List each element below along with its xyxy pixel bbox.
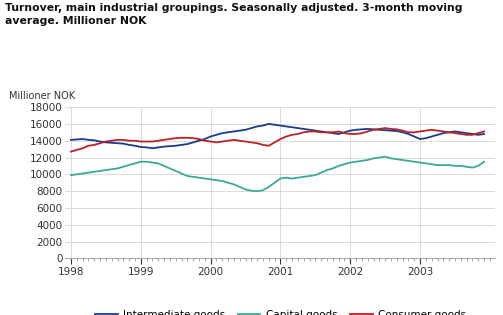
Intermediate goods [266, 122, 272, 126]
Text: Millioner NOK: Millioner NOK [10, 91, 75, 101]
Intermediate goods [458, 130, 464, 134]
Intermediate goods [481, 132, 487, 136]
Capital goods [481, 160, 487, 163]
Intermediate goods [68, 138, 74, 142]
Consumer goods [347, 132, 353, 136]
Capital goods [382, 155, 388, 158]
Intermediate goods [126, 143, 132, 147]
Capital goods [68, 173, 74, 177]
Intermediate goods [312, 129, 318, 133]
Consumer goods [126, 139, 132, 143]
Capital goods [458, 164, 464, 168]
Text: Turnover, main industrial groupings. Seasonally adjusted. 3-month moving
average: Turnover, main industrial groupings. Sea… [5, 3, 463, 26]
Consumer goods [330, 130, 336, 134]
Capital goods [353, 160, 359, 163]
Intermediate goods [213, 133, 219, 137]
Intermediate goods [359, 128, 365, 131]
Capital goods [254, 189, 260, 193]
Consumer goods [481, 129, 487, 133]
Legend: Intermediate goods, Capital goods, Consumer goods: Intermediate goods, Capital goods, Consu… [91, 306, 470, 315]
Line: Capital goods: Capital goods [71, 157, 484, 191]
Consumer goods [208, 140, 214, 143]
Capital goods [336, 164, 342, 168]
Capital goods [126, 163, 132, 167]
Capital goods [208, 177, 214, 181]
Consumer goods [382, 126, 388, 130]
Intermediate goods [149, 146, 155, 150]
Line: Consumer goods: Consumer goods [71, 128, 484, 152]
Consumer goods [167, 137, 173, 141]
Intermediate goods [342, 130, 348, 134]
Consumer goods [68, 150, 74, 153]
Consumer goods [301, 130, 307, 134]
Capital goods [306, 174, 312, 178]
Line: Intermediate goods: Intermediate goods [71, 124, 484, 148]
